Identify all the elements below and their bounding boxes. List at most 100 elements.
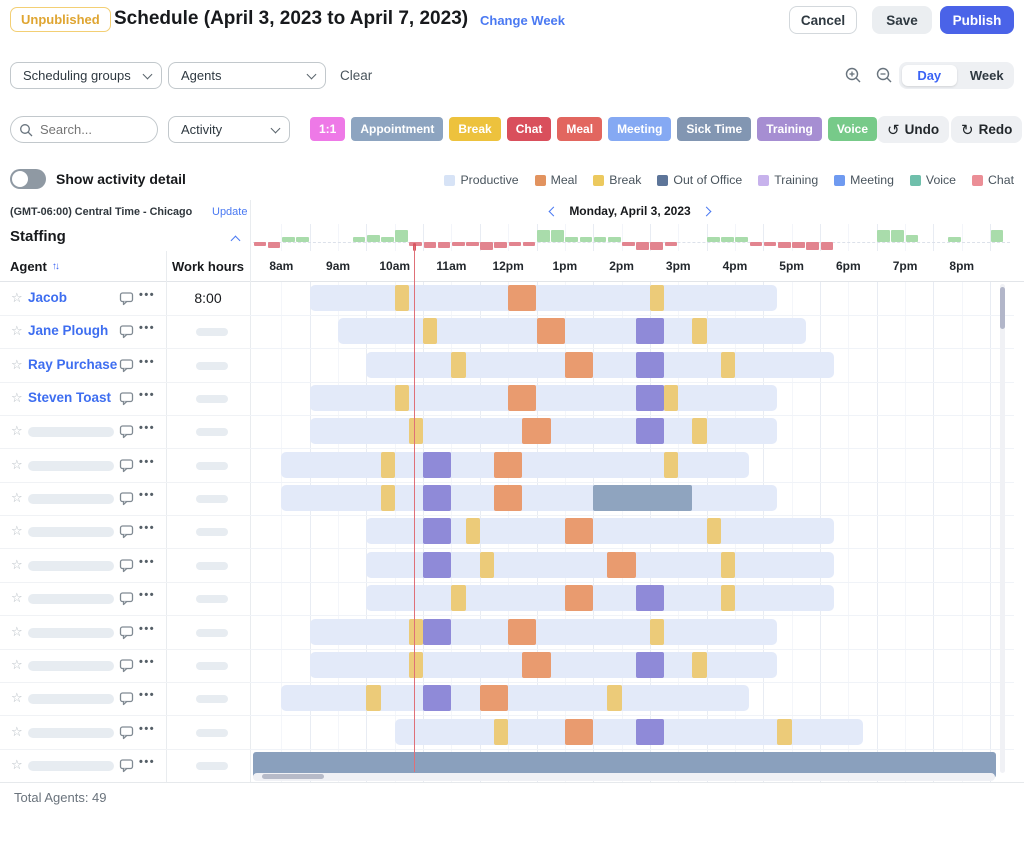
meeting-block[interactable] bbox=[635, 351, 665, 378]
chat-bubble-icon[interactable] bbox=[119, 524, 134, 544]
break-block[interactable] bbox=[366, 685, 381, 712]
activity-tag-1-1[interactable]: 1:1 bbox=[310, 117, 346, 141]
chat-bubble-icon[interactable] bbox=[119, 625, 134, 645]
break-block[interactable] bbox=[692, 651, 707, 678]
zoom-out-icon[interactable] bbox=[876, 67, 893, 84]
meeting-block[interactable] bbox=[423, 451, 452, 478]
break-block[interactable] bbox=[720, 585, 735, 612]
search-input[interactable] bbox=[38, 121, 149, 138]
meeting-block[interactable] bbox=[423, 551, 452, 578]
break-block[interactable] bbox=[408, 618, 424, 645]
break-block[interactable] bbox=[493, 718, 509, 745]
meeting-block[interactable] bbox=[635, 585, 665, 612]
break-block[interactable] bbox=[649, 618, 665, 645]
break-block[interactable] bbox=[408, 418, 424, 445]
more-options-icon[interactable]: ••• bbox=[139, 622, 156, 635]
meal-block[interactable] bbox=[508, 285, 537, 311]
break-block[interactable] bbox=[394, 285, 409, 311]
more-options-icon[interactable]: ••• bbox=[139, 655, 156, 668]
productive-bar[interactable] bbox=[281, 485, 778, 512]
break-block[interactable] bbox=[720, 351, 735, 378]
horizontal-scrollbar-thumb[interactable] bbox=[262, 774, 324, 779]
tab-week[interactable]: Week bbox=[969, 68, 1004, 83]
activity-tag-chat[interactable]: Chat bbox=[506, 117, 552, 141]
star-icon[interactable]: ☆ bbox=[11, 323, 23, 339]
more-options-icon[interactable]: ••• bbox=[139, 422, 156, 435]
chat-bubble-icon[interactable] bbox=[119, 591, 134, 611]
meeting-block[interactable] bbox=[423, 518, 452, 545]
break-block[interactable] bbox=[394, 385, 409, 412]
chat-bubble-icon[interactable] bbox=[119, 424, 134, 444]
previous-day-icon[interactable] bbox=[548, 206, 559, 216]
scheduling-groups-select[interactable]: Scheduling groups bbox=[10, 62, 162, 89]
meal-block[interactable] bbox=[536, 318, 565, 345]
staffing-collapse-icon[interactable] bbox=[230, 235, 241, 246]
more-options-icon[interactable]: ••• bbox=[139, 322, 156, 335]
break-block[interactable] bbox=[451, 585, 466, 612]
star-icon[interactable]: ☆ bbox=[11, 456, 23, 472]
meeting-block[interactable] bbox=[423, 685, 452, 712]
chat-bubble-icon[interactable] bbox=[119, 324, 134, 344]
activity-select[interactable]: Activity bbox=[168, 116, 290, 143]
clear-filters-link[interactable]: Clear bbox=[340, 68, 373, 83]
meal-block[interactable] bbox=[479, 685, 509, 712]
productive-bar[interactable] bbox=[309, 618, 778, 645]
break-block[interactable] bbox=[777, 718, 792, 745]
agents-select[interactable]: Agents bbox=[168, 62, 326, 89]
agent-name-link[interactable]: Ray Purchase bbox=[28, 356, 118, 372]
productive-bar[interactable] bbox=[309, 285, 778, 311]
more-options-icon[interactable]: ••• bbox=[139, 689, 156, 702]
meal-block[interactable] bbox=[564, 351, 594, 378]
star-icon[interactable]: ☆ bbox=[11, 690, 23, 706]
agent-name-link[interactable]: Jane Plough bbox=[28, 323, 109, 339]
activity-tag-voice[interactable]: Voice bbox=[827, 117, 878, 141]
break-block[interactable] bbox=[408, 651, 424, 678]
more-options-icon[interactable]: ••• bbox=[139, 555, 156, 568]
break-block[interactable] bbox=[664, 451, 679, 478]
meal-block[interactable] bbox=[607, 551, 636, 578]
break-block[interactable] bbox=[706, 518, 721, 545]
activity-tag-sick-time[interactable]: Sick Time bbox=[677, 117, 752, 141]
activity-tag-training[interactable]: Training bbox=[757, 117, 822, 141]
chat-bubble-icon[interactable] bbox=[119, 691, 134, 711]
break-block[interactable] bbox=[465, 518, 480, 545]
star-icon[interactable]: ☆ bbox=[11, 623, 23, 639]
tab-day[interactable]: Day bbox=[902, 65, 957, 86]
star-icon[interactable]: ☆ bbox=[11, 423, 23, 439]
break-block[interactable] bbox=[479, 551, 494, 578]
meal-block[interactable] bbox=[564, 718, 594, 745]
ooo-block[interactable] bbox=[593, 485, 693, 512]
more-options-icon[interactable]: ••• bbox=[139, 389, 156, 402]
show-activity-detail-toggle[interactable] bbox=[10, 169, 46, 189]
star-icon[interactable]: ☆ bbox=[11, 523, 23, 539]
meal-block[interactable] bbox=[493, 451, 523, 478]
productive-bar[interactable] bbox=[281, 685, 750, 712]
star-icon[interactable]: ☆ bbox=[11, 756, 23, 772]
chat-bubble-icon[interactable] bbox=[119, 391, 134, 411]
break-block[interactable] bbox=[649, 285, 665, 311]
meeting-block[interactable] bbox=[635, 318, 665, 345]
redo-button[interactable]: ↻ Redo bbox=[951, 116, 1023, 143]
break-block[interactable] bbox=[692, 318, 707, 345]
break-block[interactable] bbox=[720, 551, 735, 578]
star-icon[interactable]: ☆ bbox=[11, 656, 23, 672]
chat-bubble-icon[interactable] bbox=[119, 758, 134, 778]
meal-block[interactable] bbox=[508, 385, 537, 412]
chat-bubble-icon[interactable] bbox=[119, 658, 134, 678]
star-icon[interactable]: ☆ bbox=[11, 590, 23, 606]
productive-bar[interactable] bbox=[366, 585, 835, 612]
meal-block[interactable] bbox=[493, 485, 523, 512]
chat-bubble-icon[interactable] bbox=[119, 291, 134, 311]
activity-tag-appointment[interactable]: Appointment bbox=[351, 117, 444, 141]
sort-icon[interactable]: ↑↓ bbox=[51, 261, 60, 272]
vertical-scrollbar-thumb[interactable] bbox=[1000, 287, 1005, 329]
meeting-block[interactable] bbox=[423, 485, 452, 512]
cancel-button[interactable]: Cancel bbox=[789, 6, 857, 34]
break-block[interactable] bbox=[380, 451, 395, 478]
star-icon[interactable]: ☆ bbox=[11, 723, 23, 739]
undo-button[interactable]: ↺ Undo bbox=[877, 116, 950, 143]
zoom-in-icon[interactable] bbox=[845, 67, 862, 84]
activity-tag-meeting[interactable]: Meeting bbox=[608, 117, 672, 141]
activity-tag-break[interactable]: Break bbox=[449, 117, 501, 141]
more-options-icon[interactable]: ••• bbox=[139, 289, 156, 301]
